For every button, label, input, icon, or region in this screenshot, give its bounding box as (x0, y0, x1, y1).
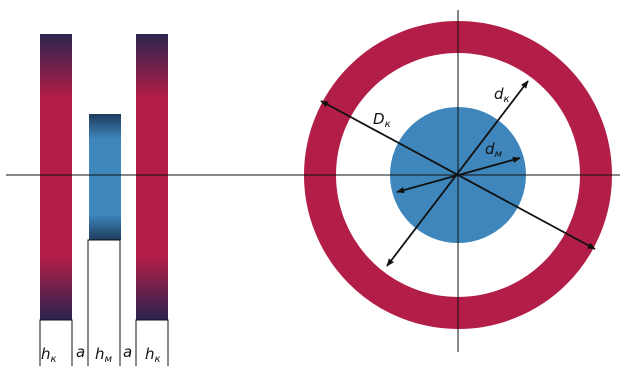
label-inner-diameter: dк (494, 85, 510, 105)
label-magnet-diameter: dм (485, 140, 503, 160)
label-h-coil-right: hк (145, 345, 161, 365)
dimension-boxes (39, 239, 169, 366)
coil-bar-left (40, 34, 72, 320)
label-h-coil-left: hк (41, 345, 57, 365)
coil-bar-right (136, 34, 168, 320)
dimension-arrows (320, 80, 596, 267)
label-gap-right: a (123, 343, 132, 361)
magnet-diameter-arrow (396, 156, 521, 194)
side-view: hк a hм a hк (39, 34, 169, 366)
label-gap-left: a (76, 343, 85, 361)
label-h-magnet: hм (95, 345, 113, 365)
magnet-bar (89, 114, 121, 240)
label-outer-diameter: Dк (373, 110, 391, 130)
